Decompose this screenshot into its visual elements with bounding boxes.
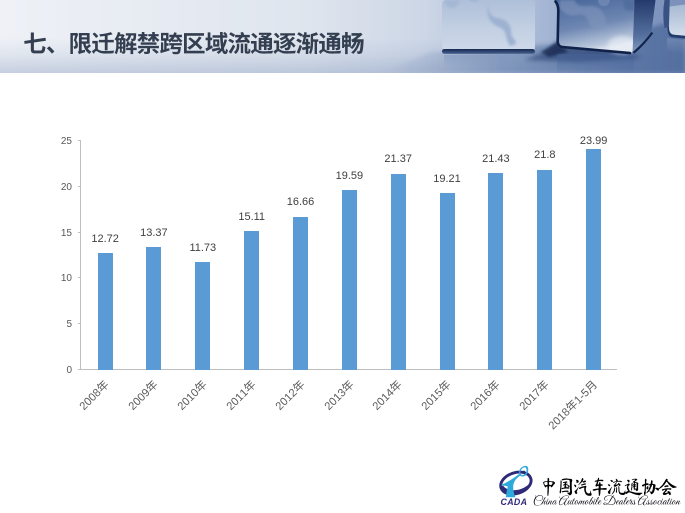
svg-text:CADA: CADA: [501, 497, 528, 507]
